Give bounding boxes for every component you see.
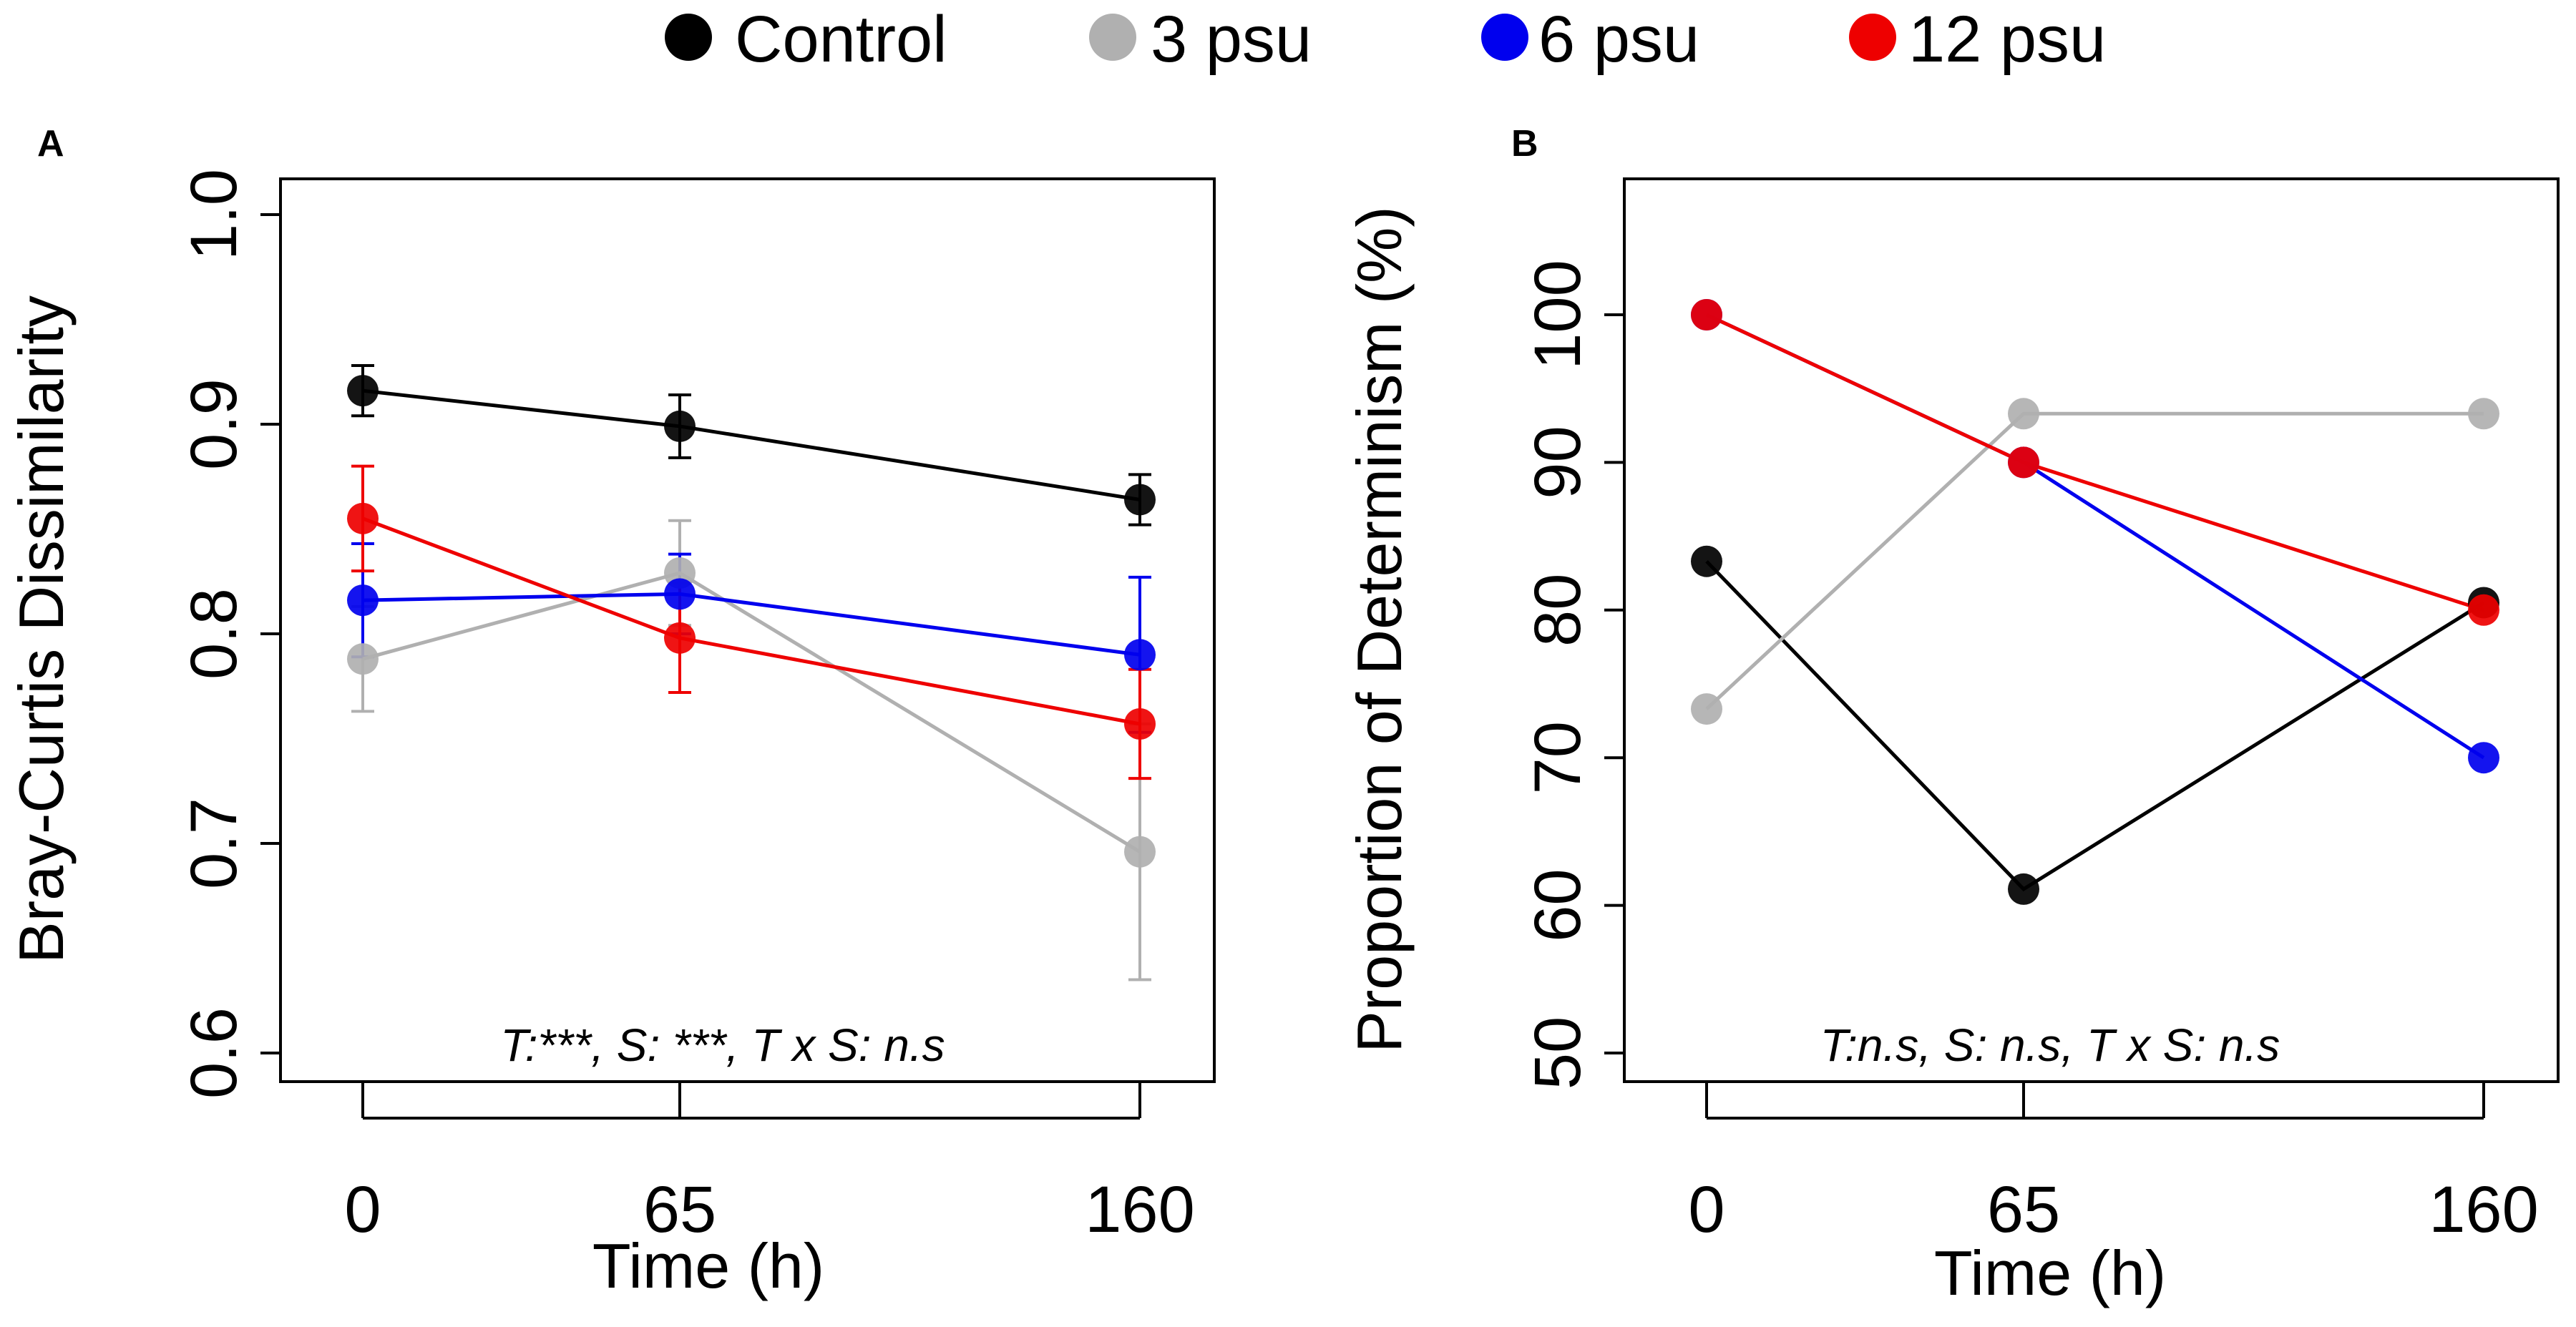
- legend-item-6psu: 6 psu: [1481, 3, 1699, 76]
- data-point-12psu: [1124, 707, 1156, 740]
- legend-item-3psu: 3 psu: [1089, 3, 1312, 76]
- x-axis-a: 0 65 160: [344, 1082, 1195, 1246]
- y-axis-title-a: Bray-Curtis Dissimilarity: [6, 295, 77, 964]
- legend-marker-12psu: [1849, 14, 1896, 61]
- plot-marks-b: [1691, 299, 2499, 905]
- data-point-control: [1124, 484, 1156, 516]
- y-tick-label: 0.7: [177, 798, 250, 889]
- data-point-12psu: [347, 502, 379, 534]
- data-point-12psu: [1691, 299, 1722, 330]
- data-point-6psu: [347, 584, 379, 617]
- plot-marks-a: [347, 363, 1156, 981]
- data-point-control: [664, 410, 696, 442]
- y-tick-label: 50: [1521, 1017, 1594, 1089]
- series-line-6psu: [362, 592, 1141, 657]
- data-point-control: [1691, 545, 1722, 577]
- data-point-3psu: [1691, 693, 1722, 725]
- data-point-6psu: [2468, 742, 2499, 774]
- x-axis-b: 0 65 160: [1688, 1082, 2539, 1246]
- series-line-12psu: [1705, 313, 2484, 612]
- series-line-3psu: [362, 571, 1141, 853]
- data-point-12psu: [664, 622, 696, 654]
- y-tick-label: 0.6: [177, 1007, 250, 1099]
- y-tick-label: 90: [1521, 426, 1594, 499]
- x-tick-label: 0: [1688, 1173, 1724, 1246]
- plot-frame-a: [279, 177, 1216, 1083]
- x-tick-label: 65: [643, 1173, 716, 1246]
- y-tick-label: 0.8: [177, 588, 250, 680]
- series-line-12psu: [362, 516, 1141, 726]
- legend-marker-control: [665, 14, 712, 61]
- panel-a: A 0.6 0.7 0.8 0.9 1.0 0 65 160 T:***, S: ***, …: [6, 123, 1216, 1301]
- data-point-12psu: [2008, 446, 2039, 479]
- y-axis-title-b: Proportion of Determinism (%): [1344, 206, 1415, 1052]
- annotation-b: T:n.s, S: n.s, T x S: n.s: [1820, 1019, 2280, 1071]
- x-axis-title-b: Time (h): [1934, 1238, 2166, 1308]
- x-tick-label: 0: [344, 1173, 381, 1246]
- x-tick-label: 65: [1987, 1173, 2060, 1246]
- data-point-6psu: [664, 578, 696, 610]
- y-axis-a: 0.6 0.7 0.8 0.9 1.0: [177, 169, 282, 1099]
- data-point-3psu: [2468, 398, 2499, 430]
- panel-b: B 50 60 70 80 90 100 0 65 160 T:n.s, S: n.s, T …: [1344, 123, 2560, 1308]
- series-line-6psu: [1705, 313, 2485, 760]
- series-line-control: [1705, 559, 2485, 892]
- data-point-6psu: [1124, 639, 1156, 671]
- legend-label-3psu: 3 psu: [1151, 3, 1312, 76]
- x-tick-label: 160: [2429, 1173, 2539, 1246]
- series-line-3psu: [1705, 411, 2484, 710]
- y-tick-label: 0.9: [177, 378, 250, 470]
- legend-marker-6psu: [1481, 14, 1528, 61]
- data-point-control: [347, 375, 379, 407]
- legend-item-control: Control: [665, 3, 947, 76]
- data-point-12psu: [2468, 594, 2499, 626]
- panel-letter-a: A: [37, 123, 64, 165]
- data-point-3psu: [2008, 398, 2039, 430]
- annotation-a: T:***, S: ***, T x S: n.s: [500, 1019, 945, 1071]
- legend-label-control: Control: [735, 3, 947, 76]
- x-axis-title-a: Time (h): [592, 1230, 824, 1301]
- y-tick-label: 100: [1521, 260, 1594, 370]
- data-point-control: [2008, 873, 2039, 905]
- panel-letter-b: B: [1511, 123, 1538, 165]
- series-line-control: [362, 388, 1141, 501]
- y-axis-b: 50 60 70 80 90 100: [1521, 260, 1626, 1089]
- legend: Control 3 psu 6 psu 12 psu: [665, 3, 2106, 76]
- plot-frame-b: [1623, 177, 2560, 1083]
- y-tick-label: 1.0: [177, 169, 250, 260]
- legend-marker-3psu: [1089, 14, 1136, 61]
- data-point-3psu: [1124, 836, 1156, 868]
- x-tick-label: 160: [1085, 1173, 1195, 1246]
- legend-item-12psu: 12 psu: [1849, 3, 2106, 76]
- data-point-3psu: [347, 643, 379, 675]
- legend-label-6psu: 6 psu: [1538, 3, 1699, 76]
- y-tick-label: 70: [1521, 721, 1594, 794]
- y-tick-label: 60: [1521, 868, 1594, 941]
- legend-label-12psu: 12 psu: [1908, 3, 2106, 76]
- y-tick-label: 80: [1521, 574, 1594, 647]
